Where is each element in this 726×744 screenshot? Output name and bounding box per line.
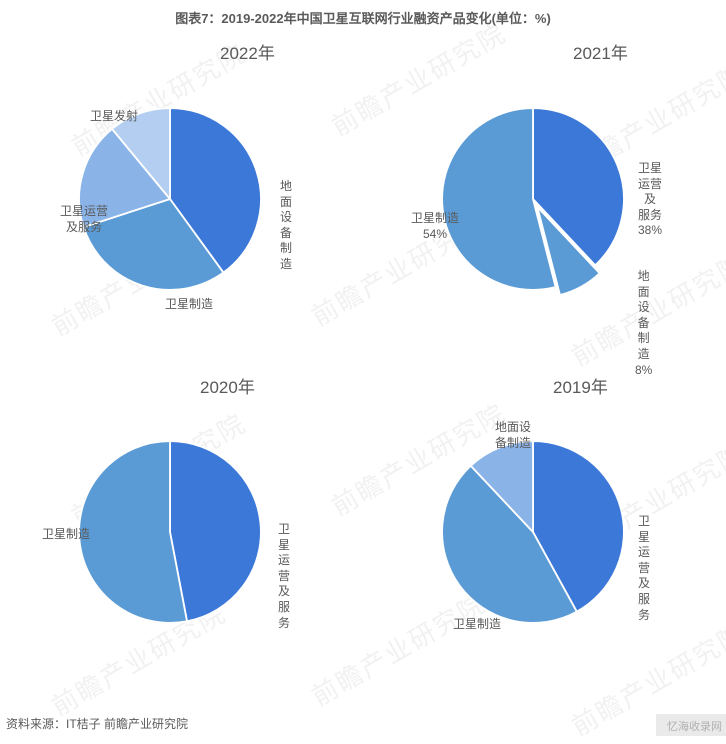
- pie-slice: [79, 441, 187, 623]
- page-title: 图表7：2019-2022年中国卫星互联网行业融资产品变化(单位：%): [0, 0, 726, 27]
- slice-label: 卫星制造 54%: [411, 211, 459, 242]
- cell-2022: 2022年 地面设备 制造卫星制造卫星运营 及服务卫星发射: [0, 27, 363, 367]
- slice-label: 卫星制造: [165, 297, 213, 313]
- slice-label: 地面设 备制造: [495, 420, 531, 451]
- slice-label: 卫星运营及 服务 38%: [638, 161, 662, 239]
- source-footer: 资料来源：IT桔子 前瞻产业研究院: [6, 715, 188, 732]
- cell-2021: 2021年 卫星运营及 服务 38%地面设备制 造 8%卫星制造 54%: [363, 27, 726, 367]
- slice-label: 地面设备 制造: [280, 179, 292, 273]
- slice-label: 卫星制造: [42, 527, 90, 543]
- year-label-2022: 2022年: [220, 39, 275, 64]
- corner-text: 忆海收录网: [667, 718, 722, 734]
- cell-2020: 2020年 卫星运营及 服务卫星制造: [0, 367, 363, 707]
- slice-label: 卫星运营及 服务: [278, 522, 290, 631]
- corner-line1: 忆海收录网: [667, 721, 722, 733]
- slice-label: 卫星运营及 服务: [638, 514, 650, 623]
- pie-2020: 卫星运营及 服务卫星制造: [70, 432, 270, 632]
- slice-label: 卫星运营 及服务: [60, 204, 108, 235]
- pie-2019: 卫星运营及 服务卫星制造地面设 备制造: [433, 432, 633, 632]
- slice-label: 卫星发射: [90, 109, 138, 125]
- year-label-2020: 2020年: [200, 373, 255, 398]
- pie-slice: [170, 441, 261, 621]
- chart-grid: 2022年 地面设备 制造卫星制造卫星运营 及服务卫星发射 2021年 卫星运营…: [0, 27, 726, 707]
- slice-label: 卫星制造: [453, 617, 501, 633]
- pie-2021: 卫星运营及 服务 38%地面设备制 造 8%卫星制造 54%: [433, 99, 633, 299]
- year-label-2019: 2019年: [553, 373, 608, 398]
- pie-2022: 地面设备 制造卫星制造卫星运营 及服务卫星发射: [70, 99, 270, 299]
- year-label-2021: 2021年: [573, 39, 628, 64]
- slice-label: 地面设备制 造 8%: [635, 269, 652, 378]
- cell-2019: 2019年 卫星运营及 服务卫星制造地面设 备制造: [363, 367, 726, 707]
